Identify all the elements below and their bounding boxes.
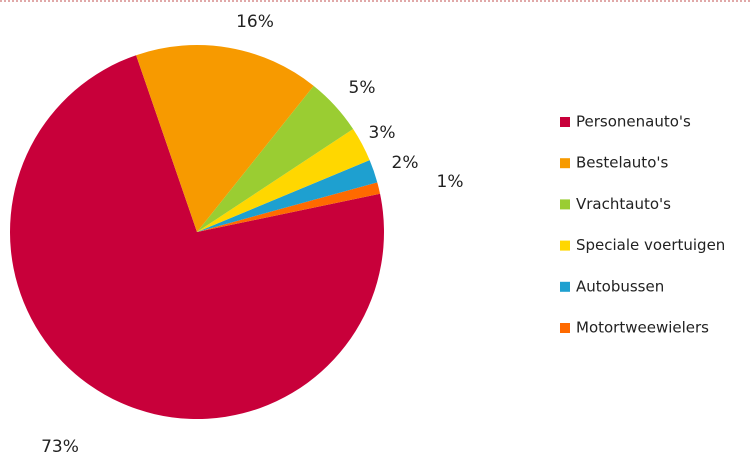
legend-label: Autobussen bbox=[576, 277, 664, 295]
legend-swatch bbox=[560, 323, 570, 333]
pie-slice bbox=[197, 182, 381, 232]
pie-slice bbox=[197, 160, 378, 232]
legend-label: Personenauto's bbox=[576, 113, 691, 131]
data-label: 2% bbox=[392, 153, 419, 173]
data-label: 73% bbox=[41, 437, 79, 456]
pie-slice bbox=[10, 55, 384, 420]
legend-label: Speciale voertuigen bbox=[576, 236, 725, 254]
legend-swatch bbox=[560, 281, 570, 292]
pie-slice bbox=[136, 45, 314, 233]
pie-slice bbox=[197, 129, 370, 232]
data-label: 16% bbox=[236, 12, 274, 32]
data-label: 5% bbox=[349, 78, 376, 98]
legend-swatch bbox=[560, 199, 570, 210]
legend-swatch bbox=[560, 158, 570, 169]
legend-label: Motortweewielers bbox=[576, 319, 709, 337]
data-label: 3% bbox=[369, 123, 396, 143]
data-label: 1% bbox=[437, 172, 464, 192]
legend-swatch bbox=[560, 117, 570, 127]
pie-slice bbox=[197, 85, 354, 232]
legend-label: Bestelauto's bbox=[576, 154, 668, 172]
legend-label: Vrachtauto's bbox=[576, 195, 671, 213]
legend-swatch bbox=[560, 240, 570, 251]
